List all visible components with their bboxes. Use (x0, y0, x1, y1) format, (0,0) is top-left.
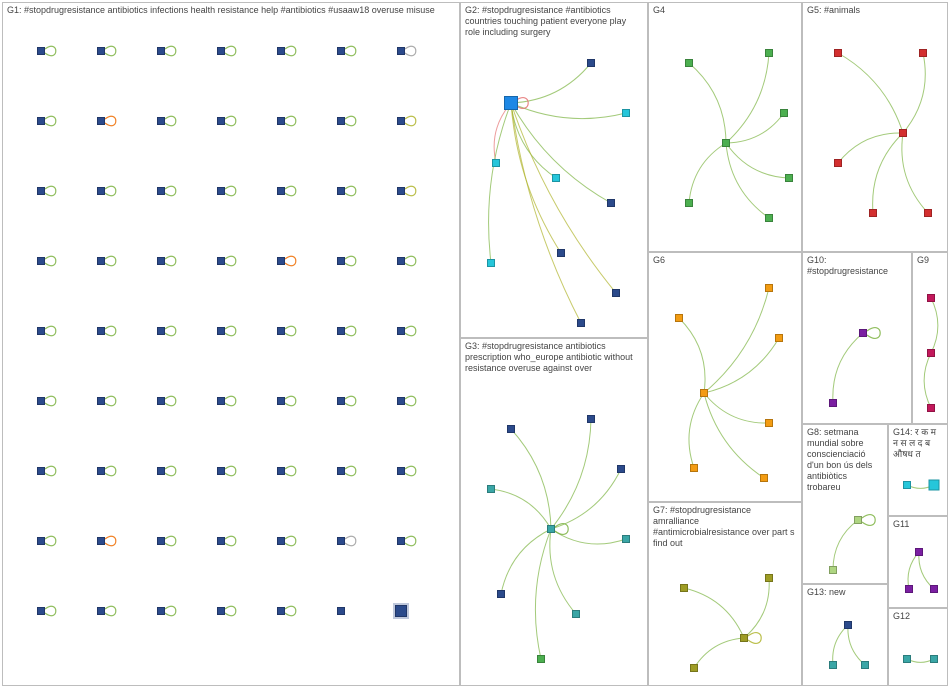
group-g10: G10: #stopdrugresistance (802, 252, 912, 424)
group-edges (461, 339, 647, 685)
group-g1: G1: #stopdrugresistance antibiotics infe… (2, 2, 460, 686)
group-edges (649, 503, 801, 685)
group-edges (889, 609, 947, 685)
group-edges (3, 3, 459, 685)
group-g8: G8: setmana mundial sobre conscienciació… (802, 424, 888, 584)
group-edges (461, 3, 647, 337)
group-edges (803, 585, 887, 685)
group-edges (803, 253, 911, 423)
group-g4: G4 (648, 2, 802, 252)
group-g5: G5: #animals (802, 2, 948, 252)
group-edges (803, 3, 947, 251)
group-g7: G7: #stopdrugresistance amralliance #ant… (648, 502, 802, 686)
network-canvas: G1: #stopdrugresistance antibiotics infe… (0, 0, 950, 688)
group-edges (803, 425, 887, 583)
group-g9: G9 (912, 252, 948, 424)
group-edges (889, 425, 947, 515)
group-edges (649, 3, 801, 251)
group-edges (649, 253, 801, 501)
group-g12: G12 (888, 608, 948, 686)
group-g11: G11 (888, 516, 948, 608)
group-g6: G6 (648, 252, 802, 502)
group-g14: G14: र क म न स ल द ब औषध त (888, 424, 948, 516)
group-edges (889, 517, 947, 607)
group-g13: G13: new (802, 584, 888, 686)
group-edges (913, 253, 947, 423)
group-g2: G2: #stopdrugresistance #antibiotics cou… (460, 2, 648, 338)
group-g3: G3: #stopdrugresistance antibiotics pres… (460, 338, 648, 686)
